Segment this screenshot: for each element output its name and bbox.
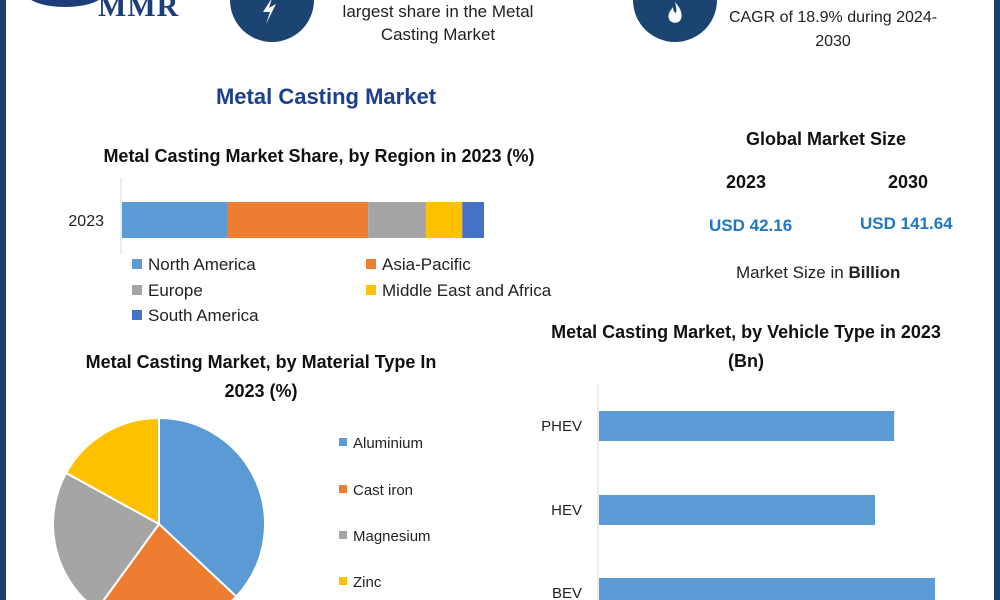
header-cagr-text: CAGR of 18.9% during 2024-2030 (728, 9, 938, 50)
vehicle-label-phev: PHEV (541, 418, 582, 435)
legend-swatch (366, 258, 376, 269)
mmr-logo (31, 0, 99, 7)
pie-legend-aluminium: Aluminium (339, 435, 423, 452)
legend-label: Zinc (353, 574, 382, 591)
pie-slice-cast-iron (102, 522, 238, 600)
header-share-text: largest share in the Metal Casting Marke… (342, 2, 534, 44)
legend-label: South America (148, 306, 259, 325)
material-chart-title: Metal Casting Market, by Material Type I… (85, 352, 437, 401)
region-legend-south-america: South America (132, 306, 259, 326)
legend-swatch (366, 284, 376, 295)
market-size-value-2023: USD 42.16 (709, 216, 793, 235)
market-size-value-2030: USD 141.64 (860, 214, 953, 233)
legend-label: North America (148, 255, 256, 274)
region-bar-south-america (462, 202, 484, 238)
market-size-unit-prefix: Market Size in (736, 263, 849, 282)
region-bar-north-america (122, 202, 227, 238)
pie-legend-magnesium: Magnesium (339, 528, 431, 545)
region-legend-north-america: North America (132, 255, 256, 275)
material-pie-chart (52, 416, 266, 600)
vehicle-bar-phev (599, 411, 895, 441)
legend-swatch (339, 531, 347, 540)
pie-slice-zinc (64, 416, 160, 526)
region-bar-middle-east-and-africa (426, 202, 463, 238)
legend-swatch (132, 309, 142, 320)
region-category-label: 2023 (68, 213, 104, 230)
region-legend-asia-pacific: Asia-Pacific (366, 255, 471, 275)
lightning-icon (230, 0, 314, 42)
vehicle-bar-hev (599, 495, 875, 525)
vehicle-label-hev: HEV (551, 502, 582, 519)
market-size-title: Global Market Size (745, 129, 907, 149)
pie-slice-magnesium (52, 471, 161, 600)
pie-legend-zinc: Zinc (339, 574, 381, 591)
legend-label: Cast iron (353, 482, 414, 499)
legend-swatch (339, 438, 347, 447)
legend-label: Europe (148, 281, 203, 300)
legend-swatch (132, 284, 142, 295)
market-size-unit-bold: Billion (848, 263, 901, 282)
legend-swatch (339, 485, 347, 494)
legend-label: Middle East and Africa (382, 281, 552, 300)
legend-swatch (132, 258, 142, 269)
market-size-unit: Market Size in Billion (736, 263, 900, 283)
legend-label: Aluminium (353, 435, 424, 452)
vehicle-bar-chart: PHEV HEV BEV (541, 384, 935, 600)
vehicle-chart-title: Metal Casting Market, by Vehicle Type in… (551, 322, 941, 371)
vehicle-bar-bev (599, 578, 935, 600)
market-size-year-2030: 2030 (888, 172, 929, 192)
region-chart: 2023 (68, 178, 484, 254)
logo-text: MMR (98, 0, 180, 23)
flame-icon (633, 0, 717, 42)
region-legend-europe: Europe (132, 281, 203, 301)
pie-slice-aluminium (158, 416, 266, 598)
legend-label: Asia-Pacific (382, 255, 471, 274)
vehicle-label-bev: BEV (552, 585, 582, 600)
legend-label: Magnesium (353, 528, 431, 545)
region-legend-middle-east-and-africa: Middle East and Africa (366, 281, 551, 301)
market-size-year-2023: 2023 (726, 172, 767, 192)
main-title: Metal Casting Market (215, 84, 437, 109)
legend-swatch (339, 577, 347, 586)
pie-legend-cast-iron: Cast iron (339, 482, 413, 499)
region-chart-title: Metal Casting Market Share, by Region in… (103, 146, 535, 166)
region-bar-asia-pacific (226, 202, 369, 238)
region-bar-europe (368, 202, 427, 238)
